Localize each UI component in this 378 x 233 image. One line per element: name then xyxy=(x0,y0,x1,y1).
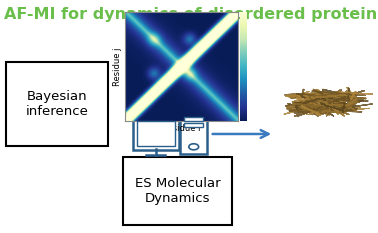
FancyBboxPatch shape xyxy=(133,118,179,150)
Text: Bayesian
inference: Bayesian inference xyxy=(25,90,88,118)
FancyBboxPatch shape xyxy=(137,121,175,146)
Text: AF-MI for dynamics of disordered proteins: AF-MI for dynamics of disordered protein… xyxy=(4,7,378,22)
FancyBboxPatch shape xyxy=(123,157,232,225)
FancyBboxPatch shape xyxy=(184,117,203,121)
FancyBboxPatch shape xyxy=(6,62,108,146)
FancyBboxPatch shape xyxy=(180,113,207,154)
FancyBboxPatch shape xyxy=(184,123,203,127)
Text: ES Molecular
Dynamics: ES Molecular Dynamics xyxy=(135,177,220,205)
Circle shape xyxy=(189,144,199,150)
